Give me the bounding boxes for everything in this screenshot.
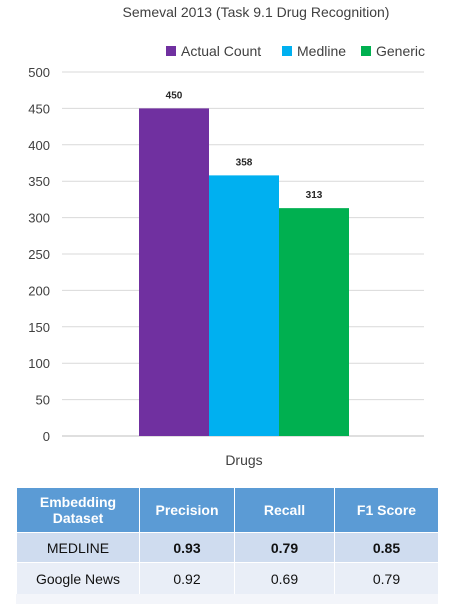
legend-label: Generic bbox=[376, 43, 425, 59]
cell-f1: 0.79 bbox=[334, 562, 439, 595]
header-precision: Precision bbox=[139, 487, 235, 533]
y-tick-label: 0 bbox=[43, 429, 50, 444]
y-tick-label: 300 bbox=[28, 211, 50, 226]
bar-chart: Semeval 2013 (Task 9.1 Drug Recognition)… bbox=[28, 4, 425, 468]
cell-dataset: Google News bbox=[16, 562, 140, 595]
data-label: 450 bbox=[166, 90, 183, 101]
legend-label: Actual Count bbox=[181, 43, 261, 59]
table-bottom-strip bbox=[16, 594, 438, 604]
y-tick-label: 150 bbox=[28, 320, 50, 335]
legend-swatch bbox=[282, 46, 292, 56]
data-label: 313 bbox=[306, 190, 323, 201]
cell-recall: 0.79 bbox=[234, 532, 335, 563]
chart-title: Semeval 2013 (Task 9.1 Drug Recognition) bbox=[123, 4, 390, 20]
table-row: Google News 0.92 0.69 0.79 bbox=[16, 562, 439, 595]
y-axis-ticks: 0 50 100 150 200 250 300 350 400 450 500 bbox=[28, 65, 50, 444]
cell-precision: 0.93 bbox=[139, 532, 235, 563]
x-category-label: Drugs bbox=[225, 452, 262, 468]
legend-swatch bbox=[361, 46, 371, 56]
y-tick-label: 200 bbox=[28, 283, 50, 298]
header-f1-score: F1 Score bbox=[334, 487, 439, 533]
cell-precision: 0.92 bbox=[139, 562, 235, 595]
legend-label: Medline bbox=[297, 43, 346, 59]
bars bbox=[139, 108, 349, 437]
table-header-row: Embedding Dataset Precision Recall F1 Sc… bbox=[16, 487, 439, 533]
bar-generic bbox=[279, 208, 349, 436]
y-tick-label: 250 bbox=[28, 247, 50, 262]
legend-swatch bbox=[166, 46, 176, 56]
results-table: Embedding Dataset Precision Recall F1 Sc… bbox=[16, 487, 439, 595]
y-tick-label: 500 bbox=[28, 65, 50, 80]
cell-dataset: MEDLINE bbox=[16, 532, 140, 563]
y-tick-label: 100 bbox=[28, 356, 50, 371]
bar-actual-count bbox=[139, 108, 209, 437]
y-tick-label: 350 bbox=[28, 174, 50, 189]
y-tick-label: 450 bbox=[28, 101, 50, 116]
cell-recall: 0.69 bbox=[234, 562, 335, 595]
chart-legend: Actual Count Medline Generic bbox=[166, 43, 425, 59]
cell-f1: 0.85 bbox=[334, 532, 439, 563]
table-row: MEDLINE 0.93 0.79 0.85 bbox=[16, 532, 439, 563]
bar-medline bbox=[209, 175, 279, 436]
header-embedding-dataset: Embedding Dataset bbox=[16, 487, 140, 533]
data-labels: 450 358 313 bbox=[166, 90, 323, 201]
data-label: 358 bbox=[236, 157, 253, 168]
y-tick-label: 400 bbox=[28, 138, 50, 153]
header-recall: Recall bbox=[234, 487, 335, 533]
y-tick-label: 50 bbox=[36, 393, 50, 408]
